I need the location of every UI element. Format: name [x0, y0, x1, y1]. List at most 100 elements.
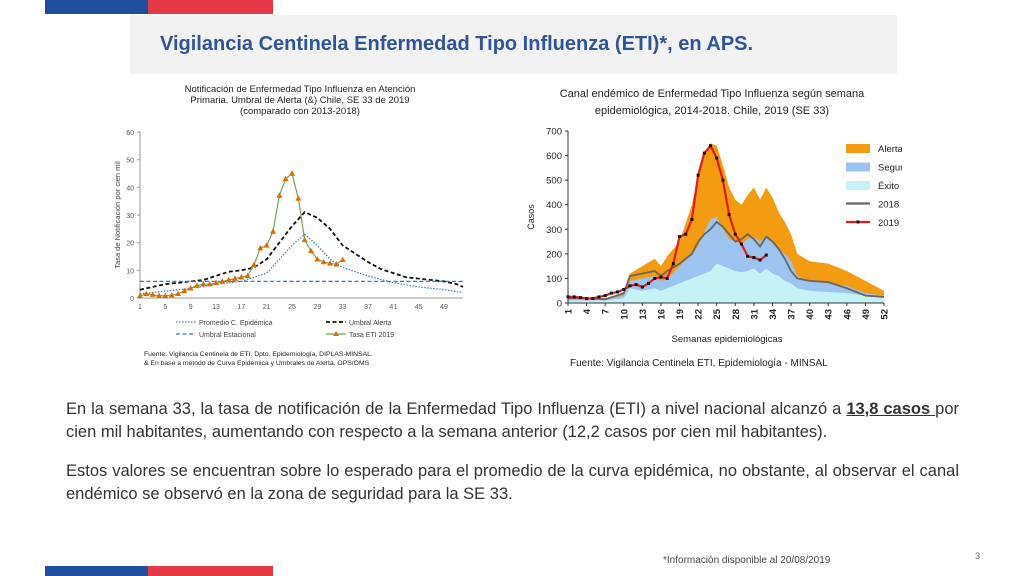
x-tick-label: 28	[731, 309, 742, 320]
data-point-marker	[149, 291, 156, 297]
legend-marker	[856, 220, 860, 224]
data-point-marker	[295, 195, 302, 201]
body-text: En la semana 33, la tasa de notificación…	[66, 398, 959, 522]
area-seguridad	[568, 217, 884, 303]
chart-title-line: epidemiológica, 2014-2018. Chile, 2019 (…	[595, 105, 829, 117]
data-point-marker	[232, 275, 238, 281]
endemic-channel-chart: Canal endémico de Enfermedad Tipo Influe…	[526, 88, 902, 369]
x-tick-label: 29	[313, 304, 321, 311]
paragraph-1-highlight: 13,8 casos	[846, 400, 936, 418]
x-tick-label: 4	[582, 308, 593, 314]
y-tick-label: 600	[546, 151, 562, 162]
data-point-marker	[764, 253, 768, 257]
x-tick-label: 34	[768, 308, 779, 319]
data-point-marker	[327, 260, 333, 266]
series-line-1	[139, 233, 464, 295]
data-point-marker	[181, 287, 188, 294]
y-tick-label: 30	[126, 213, 134, 220]
data-point-marker	[339, 256, 346, 263]
x-tick-label: 37	[364, 304, 372, 311]
data-point-marker	[597, 295, 601, 299]
data-point-marker	[314, 256, 321, 262]
data-point-marker	[308, 247, 314, 254]
data-point-marker	[709, 144, 713, 148]
data-point-marker	[194, 282, 200, 288]
x-tick-label: 19	[675, 309, 686, 320]
paragraph-1: En la semana 33, la tasa de notificación…	[66, 398, 959, 444]
x-tick-label: 10	[619, 309, 630, 320]
legend-swatch	[846, 144, 870, 153]
legend-label: Seguridad	[878, 163, 902, 174]
slide-title: Vigilancia Centinela Enfermedad Tipo Inf…	[160, 33, 754, 55]
data-point-marker	[678, 235, 682, 239]
legend-label: Umbral Alerta	[349, 320, 392, 327]
data-point-marker	[702, 151, 706, 155]
x-tick-label: 13	[212, 304, 220, 311]
legend-label: 2019	[878, 218, 899, 229]
x-tick-label: 13	[638, 309, 649, 320]
flag-red-segment-bottom	[148, 566, 273, 576]
data-point-marker	[727, 213, 731, 217]
x-tick-label: 25	[712, 308, 723, 319]
data-point-marker	[696, 173, 700, 177]
chart-title-line: (comparado con 2013-2018)	[240, 106, 360, 117]
data-point-marker	[213, 279, 219, 285]
flag-blue-segment-bottom	[45, 566, 148, 576]
data-point-marker	[289, 170, 295, 176]
data-point-marker	[168, 292, 175, 298]
legend-label: Alerta	[878, 144, 902, 155]
y-tick-label: 20	[126, 241, 134, 248]
y-tick-label: 40	[126, 185, 134, 192]
eti-rate-chart: Notificación de Enfermedad Tipo Influenz…	[113, 84, 464, 367]
data-point-marker	[143, 290, 150, 297]
data-point-marker	[276, 192, 283, 198]
y-tick-label: 300	[546, 225, 562, 236]
page-number: 3	[975, 551, 981, 561]
data-point-marker	[758, 258, 762, 262]
title-band	[130, 15, 897, 74]
y-axis-label: Tasa de Notificación por cien mil	[113, 161, 122, 269]
y-tick-label: 60	[126, 130, 134, 137]
data-point-marker	[746, 254, 750, 258]
x-tick-label: 5	[163, 304, 167, 311]
data-point-marker	[572, 295, 576, 299]
data-point-marker	[690, 217, 694, 221]
data-point-marker	[609, 291, 613, 295]
data-point-marker	[684, 232, 688, 236]
y-tick-label: 500	[546, 176, 562, 187]
y-tick-label: 200	[546, 249, 562, 260]
x-tick-label: 43	[824, 309, 835, 320]
footnote: *Información disponible al 20/08/2019	[663, 555, 831, 566]
chart-title-line: Canal endémico de Enfermedad Tipo Influe…	[560, 88, 865, 100]
data-point-marker	[603, 294, 607, 298]
data-point-marker	[333, 261, 340, 267]
data-point-marker	[301, 236, 308, 243]
y-tick-label: 700	[546, 127, 562, 138]
y-tick-label: 50	[126, 158, 134, 165]
y-tick-label: 0	[130, 296, 134, 303]
data-point-marker	[162, 292, 169, 298]
data-point-marker	[175, 290, 181, 297]
data-point-marker	[585, 297, 589, 301]
x-tick-label: 40	[805, 309, 816, 320]
series-line-2018	[568, 220, 885, 301]
legend-label: Promedio C. Epidémica	[199, 320, 273, 327]
y-tick-label: 400	[546, 200, 562, 211]
legend-marker	[333, 331, 339, 336]
data-point-marker	[578, 296, 582, 300]
x-tick-label: 22	[694, 309, 705, 320]
data-point-marker	[659, 275, 663, 279]
x-tick-label: 21	[263, 304, 271, 311]
legend-label: 2018	[878, 200, 899, 211]
data-point-marker	[206, 280, 213, 287]
source-note: & En base a método de Curva Epidémica y …	[144, 360, 370, 367]
x-tick-label: 7	[601, 309, 612, 314]
flag-blue-segment	[45, 0, 148, 14]
data-point-marker	[187, 285, 194, 291]
series-line-2	[139, 211, 464, 291]
data-point-marker	[156, 292, 162, 298]
data-point-marker	[752, 256, 756, 260]
data-point-marker	[622, 287, 626, 291]
data-point-marker	[225, 276, 232, 283]
data-point-marker	[634, 283, 638, 287]
